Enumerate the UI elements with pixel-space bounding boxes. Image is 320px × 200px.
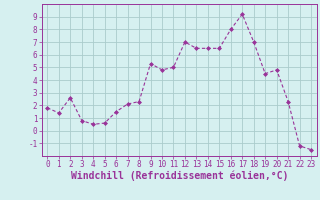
X-axis label: Windchill (Refroidissement éolien,°C): Windchill (Refroidissement éolien,°C) [70,171,288,181]
